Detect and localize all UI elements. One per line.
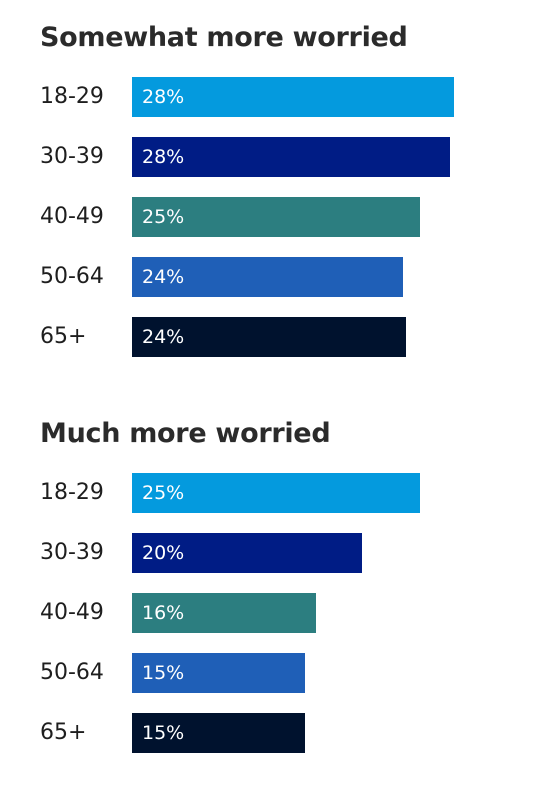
- bar-row: 50-64 15%: [0, 653, 534, 693]
- bar: 24%: [132, 257, 403, 297]
- bar-value-label: 24%: [142, 266, 185, 288]
- category-label: 50-64: [40, 264, 104, 289]
- bar-value-label: 16%: [142, 602, 185, 624]
- bar-row: 40-49 25%: [0, 197, 534, 237]
- bar-value-label: 28%: [142, 146, 185, 168]
- bar-row: 65+ 24%: [0, 317, 534, 357]
- chart-title: Much more worried: [40, 418, 331, 449]
- bar: 25%: [132, 473, 420, 513]
- category-label: 18-29: [40, 480, 104, 505]
- bar-row: 65+ 15%: [0, 713, 534, 753]
- bar: 20%: [132, 533, 362, 573]
- bar-value-label: 28%: [142, 86, 185, 108]
- category-label: 65+: [40, 324, 87, 349]
- bar-value-label: 15%: [142, 722, 185, 744]
- bar: 28%: [132, 137, 450, 177]
- bar-value-label: 25%: [142, 482, 185, 504]
- category-label: 18-29: [40, 84, 104, 109]
- bar: 15%: [132, 653, 305, 693]
- bar: 25%: [132, 197, 420, 237]
- category-label: 40-49: [40, 204, 104, 229]
- bar-value-label: 24%: [142, 326, 185, 348]
- bar-row: 18-29 28%: [0, 77, 534, 117]
- category-label: 65+: [40, 720, 87, 745]
- category-label: 50-64: [40, 660, 104, 685]
- bar: 16%: [132, 593, 316, 633]
- bar-row: 40-49 16%: [0, 593, 534, 633]
- bar-value-label: 15%: [142, 662, 185, 684]
- bar-row: 30-39 20%: [0, 533, 534, 573]
- bar: 15%: [132, 713, 305, 753]
- bar-value-label: 20%: [142, 542, 185, 564]
- category-label: 30-39: [40, 540, 104, 565]
- bar: 28%: [132, 77, 454, 117]
- category-label: 40-49: [40, 600, 104, 625]
- chart-title: Somewhat more worried: [40, 22, 408, 53]
- category-label: 30-39: [40, 144, 104, 169]
- bar-row: 50-64 24%: [0, 257, 534, 297]
- bar-row: 30-39 28%: [0, 137, 534, 177]
- bar-value-label: 25%: [142, 206, 185, 228]
- bar: 24%: [132, 317, 406, 357]
- bar-row: 18-29 25%: [0, 473, 534, 513]
